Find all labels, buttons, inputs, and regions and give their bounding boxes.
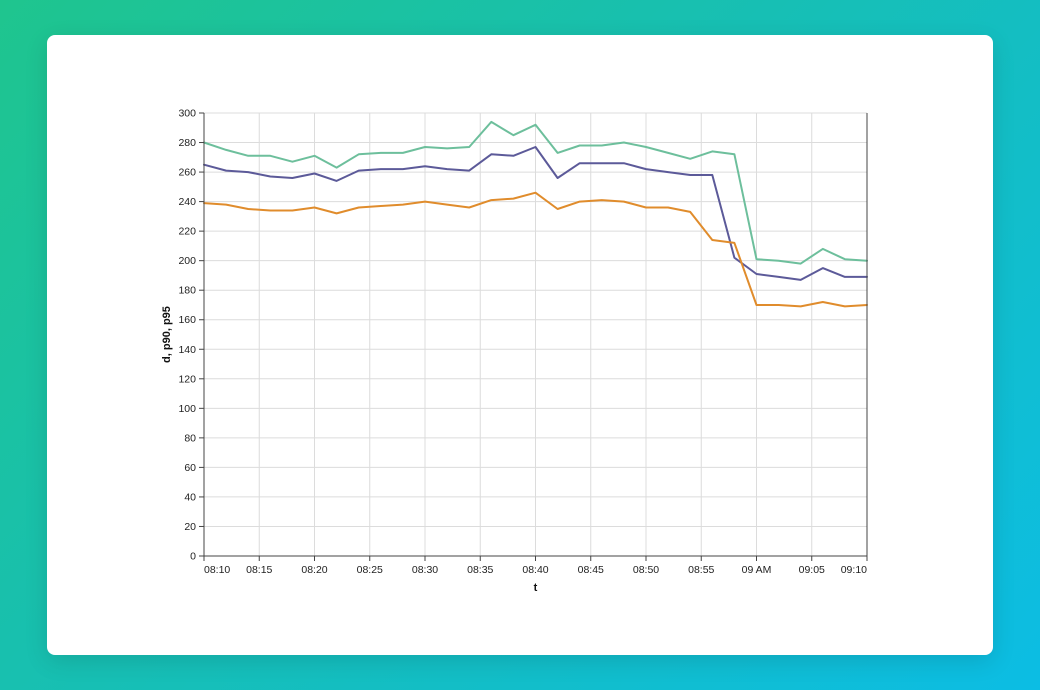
series-line-1	[203, 120, 868, 265]
y-tick-label: 220	[178, 226, 196, 238]
y-tick-label: 160	[178, 314, 196, 326]
x-tick-label: 08:40	[522, 564, 548, 576]
y-tick-label: 0	[190, 551, 196, 563]
grid	[203, 112, 868, 557]
axes: 0 20 40 60 80 100 120 140 160 180 200 220 240 260 280 3…	[178, 108, 868, 576]
y-tick-label: 200	[178, 255, 196, 267]
x-tick-label: 08:50	[633, 564, 659, 576]
y-tick-label: 180	[178, 285, 196, 297]
x-axis-title: t	[534, 582, 538, 594]
y-tick-label: 260	[178, 167, 196, 179]
line-chart: 0 20 40 60 80 100 120 140 160 180 200 220 240 260 280 3…	[161, 108, 868, 594]
chart-card: 0 20 40 60 80 100 120 140 160 180 200 220 240 260 280 3…	[47, 35, 993, 655]
y-tick-label: 80	[184, 432, 196, 444]
y-tick-label: 140	[178, 344, 196, 356]
y-tick-label: 120	[178, 373, 196, 385]
y-tick-label: 300	[178, 108, 196, 120]
x-tick-label: 08:55	[688, 564, 714, 576]
x-tick-label: 08:35	[467, 564, 493, 576]
x-tick-label: 08:10	[204, 564, 230, 576]
x-tick-label: 08:15	[246, 564, 272, 576]
y-tick-label: 280	[178, 137, 196, 149]
x-tick-label: 08:20	[301, 564, 327, 576]
series-line-3	[203, 191, 868, 308]
x-tick-label: 08:30	[412, 564, 438, 576]
series-line-2	[203, 146, 868, 281]
y-tick-label: 60	[184, 462, 196, 474]
y-tick-label: 240	[178, 196, 196, 208]
y-tick-label: 100	[178, 403, 196, 415]
x-tick-label: 08:45	[578, 564, 604, 576]
series-lines	[203, 120, 868, 308]
y-tick-label: 20	[184, 521, 196, 533]
x-tick-label: 08:25	[357, 564, 383, 576]
x-tick-label: 09:10	[841, 564, 867, 576]
x-tick-label: 09:05	[799, 564, 825, 576]
y-axis-title: d, p90, p95	[161, 306, 173, 363]
x-tick-label: 09 AM	[742, 564, 772, 576]
y-tick-label: 40	[184, 491, 196, 503]
